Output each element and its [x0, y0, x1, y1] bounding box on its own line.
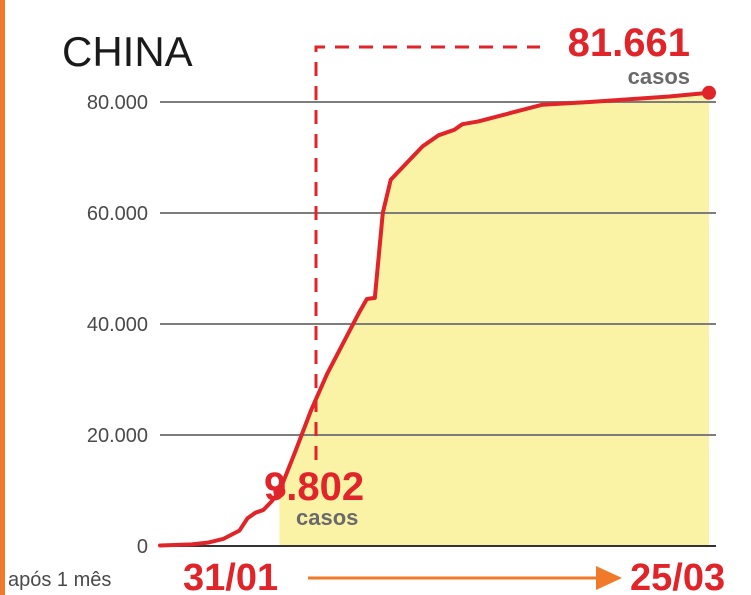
start-date-label: 31/01: [183, 557, 278, 595]
y-tick-label: 0: [137, 536, 148, 558]
end-value-label: 81.661: [568, 21, 690, 65]
period-label: após 1 mês: [8, 569, 111, 591]
y-tick-label: 80.000: [87, 92, 148, 114]
start-point-marker: [273, 485, 286, 498]
start-unit-label: casos: [296, 505, 358, 530]
end-point-marker: [702, 85, 716, 100]
dashed-guide: [314, 45, 540, 460]
y-tick-label: 40.000: [87, 314, 148, 336]
shaded-area: [279, 92, 709, 547]
y-tick-label: 20.000: [87, 425, 148, 447]
chart-title: CHINA: [62, 28, 193, 75]
end-date-label: 25/03: [630, 557, 725, 595]
side-accent-bar: [0, 0, 5, 595]
series-line: [158, 90, 711, 548]
start-value-label: 9.802: [264, 465, 364, 509]
y-tick-label: 60.000: [87, 203, 148, 225]
end-unit-label: casos: [628, 64, 690, 89]
date-arrow-head: [596, 566, 622, 590]
